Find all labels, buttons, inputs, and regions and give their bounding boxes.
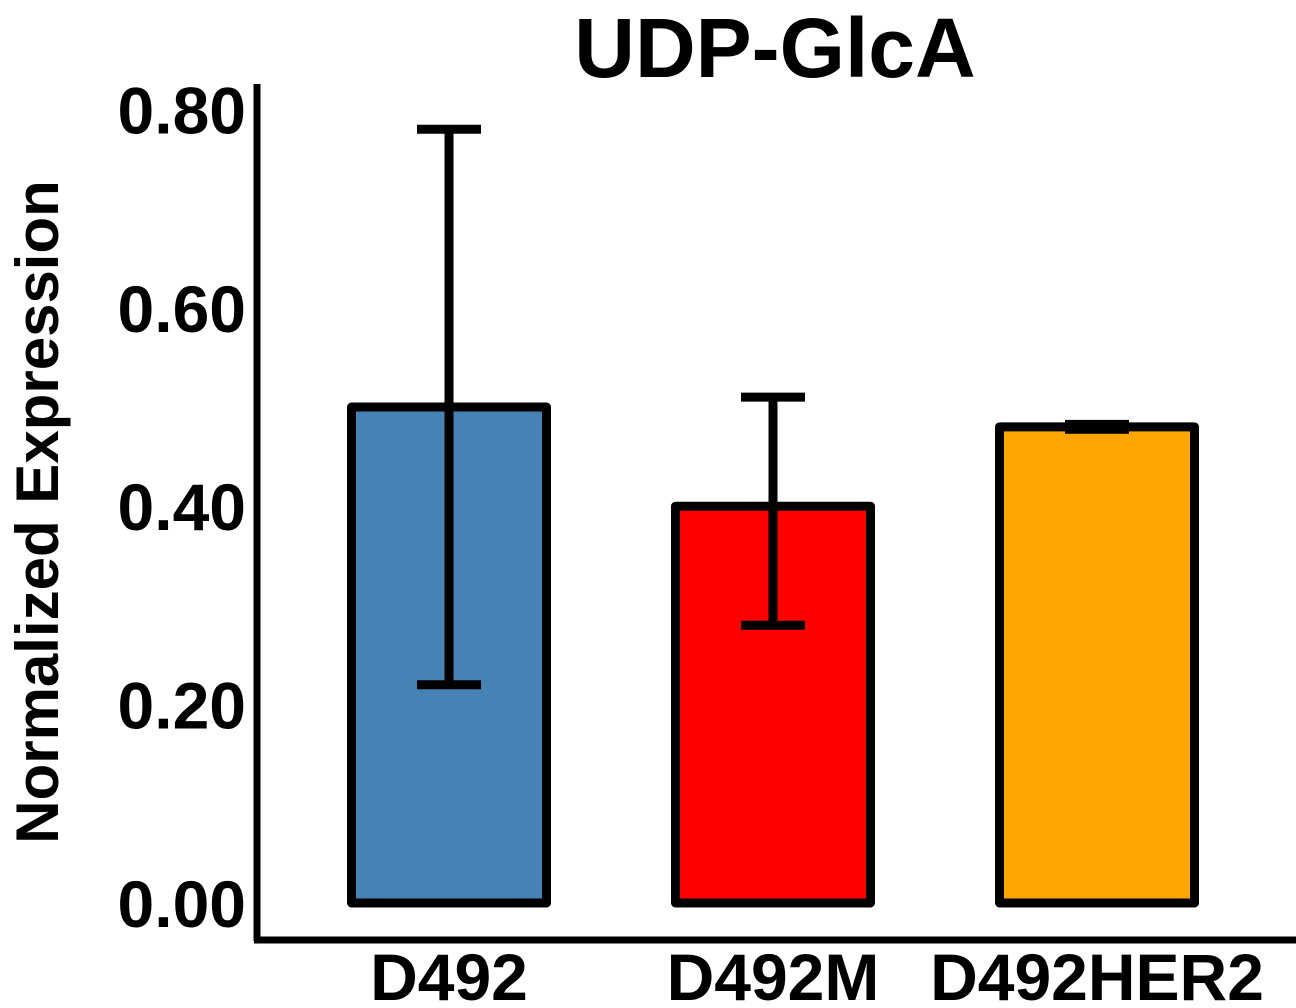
x-category-label: D492: [370, 940, 528, 1008]
y-tick-label: 0.20: [118, 669, 246, 743]
error-bar-d492: [417, 124, 481, 690]
error-bar-d492her2: [1065, 419, 1129, 434]
x-axis-categories: D492 D492M D492HER2: [370, 940, 1264, 1008]
bar-d492her2: [995, 422, 1199, 908]
chart-title: UDP-GlcA: [574, 1, 975, 95]
x-category-label: D492M: [667, 940, 880, 1008]
y-tick-label: 0.40: [118, 470, 246, 544]
error-bar-d492m: [741, 392, 805, 630]
error-bar-block: [1065, 419, 1129, 434]
y-tick-label: 0.80: [118, 73, 246, 147]
y-axis-label: Normalized Expression: [4, 180, 71, 844]
x-category-label: D492HER2: [930, 940, 1264, 1008]
y-tick-label: 0.00: [118, 867, 246, 941]
y-axis-ticks: 0.00 0.20 0.40 0.60 0.80: [118, 73, 246, 941]
error-bars: [417, 124, 1129, 690]
y-tick-label: 0.60: [118, 272, 246, 346]
